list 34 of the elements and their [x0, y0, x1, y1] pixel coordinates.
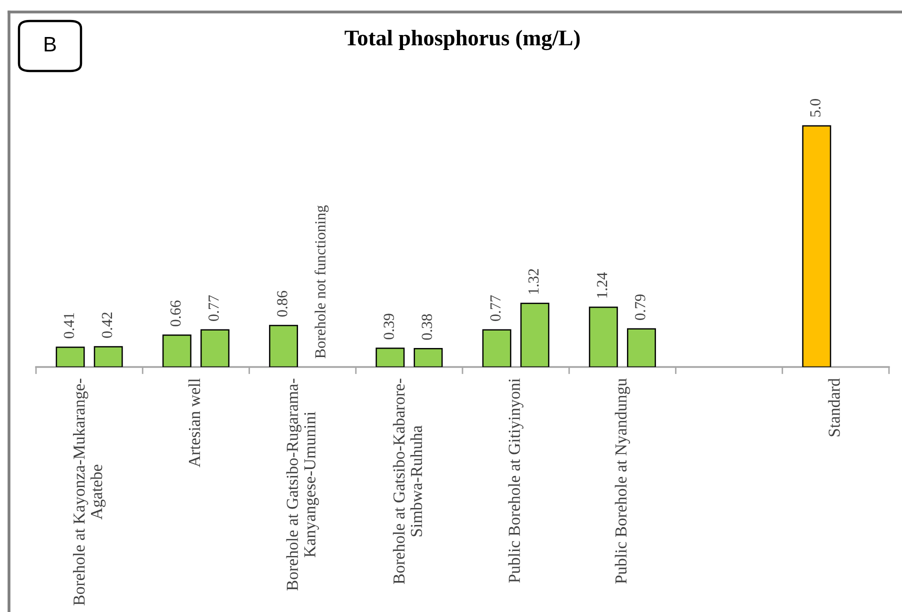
bar [94, 346, 123, 367]
bar [626, 328, 656, 367]
bar [482, 329, 512, 367]
data-label: 0.66 [170, 300, 181, 326]
data-label: 0.77 [208, 295, 219, 321]
x-tick-label: Borehole at Gatsibo-Rugarama-Kanyangese-Umunini [286, 378, 319, 591]
data-label: 1.24 [596, 272, 608, 298]
bar [200, 329, 230, 367]
x-tick-label: Public Borehole at Nyandungu [614, 378, 630, 584]
x-tick-label: Borehole at Kayonza-Mukarange-Agatebe [72, 378, 106, 606]
x-tick-label: Standard [828, 378, 840, 436]
data-label: 0.38 [422, 314, 432, 340]
x-tick-label: Borehole at Gatsibo-Kabarore-Simbwa-Ruhuha [392, 378, 422, 584]
bar [162, 334, 192, 367]
data-label: 0.79 [634, 294, 646, 320]
bar [520, 302, 550, 367]
bar [269, 324, 298, 367]
data-label: 5.0 [810, 98, 821, 117]
text: B [44, 37, 56, 52]
data-label: 0.41 [64, 313, 74, 338]
bar [376, 348, 405, 367]
data-label: 0.86 [277, 290, 288, 317]
bar [56, 346, 85, 367]
bar [414, 348, 443, 367]
chart-title: Total phosphorus (mg/L) [344, 30, 580, 50]
x-tick-label: Artesian well [188, 378, 200, 468]
data-label: 0.77 [490, 295, 501, 321]
text: Borehole not functioning [314, 205, 329, 358]
data-label: 0.39 [384, 314, 394, 340]
x-tick-label: Public Borehole at Gitiyinyoni [508, 378, 524, 583]
data-label: 0.42 [102, 312, 112, 338]
bar [802, 125, 832, 367]
bar [588, 306, 618, 367]
data-label: 1.32 [528, 269, 539, 294]
